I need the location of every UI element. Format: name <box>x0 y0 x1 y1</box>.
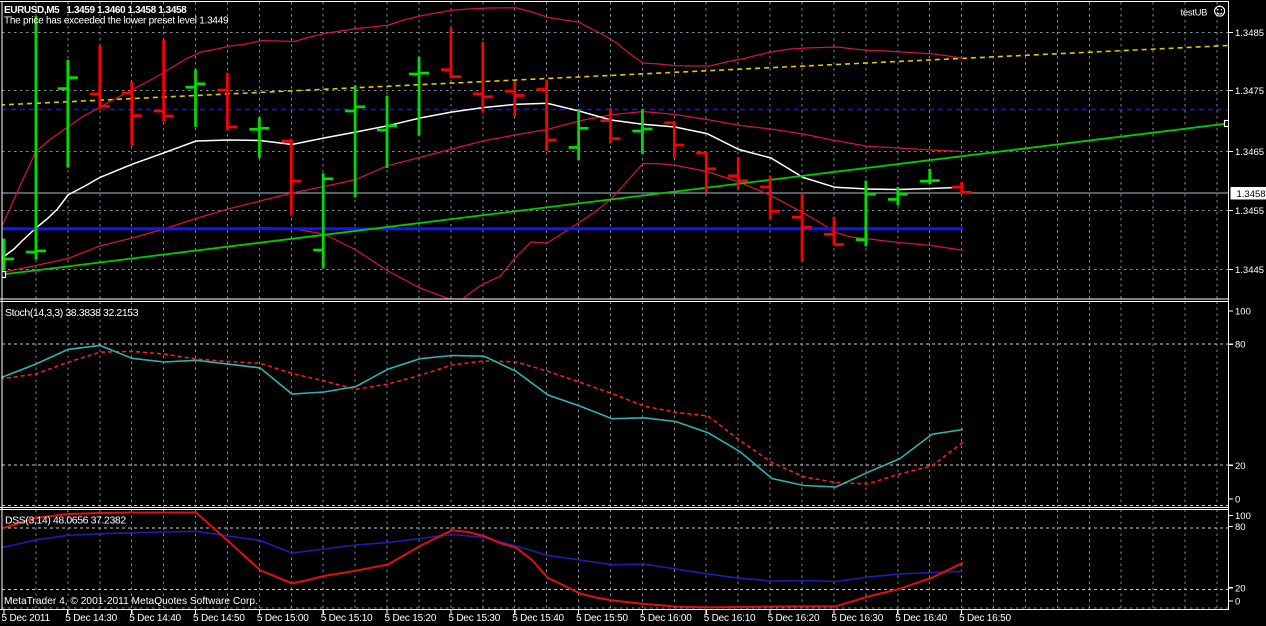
svg-text:testUB: testUB <box>1181 8 1208 19</box>
svg-text:5 Dec 15:40: 5 Dec 15:40 <box>512 613 564 624</box>
svg-text:1.3465: 1.3465 <box>1235 147 1264 158</box>
svg-text:5 Dec 15:30: 5 Dec 15:30 <box>448 613 500 624</box>
svg-text:5 Dec 15:00: 5 Dec 15:00 <box>257 613 309 624</box>
svg-text:100: 100 <box>1235 511 1251 522</box>
svg-text:MetaTrader 4, © 2001-2011 Meta: MetaTrader 4, © 2001-2011 MetaQuotes Sof… <box>4 596 258 607</box>
svg-text:1.3458: 1.3458 <box>1237 189 1266 200</box>
svg-text:5 Dec 14:40: 5 Dec 14:40 <box>129 613 181 624</box>
svg-text:1.3445: 1.3445 <box>1235 265 1264 276</box>
svg-text:5 Dec 16:10: 5 Dec 16:10 <box>704 613 756 624</box>
svg-text:1.3455: 1.3455 <box>1235 206 1264 217</box>
svg-text:20: 20 <box>1235 583 1246 594</box>
svg-text:5 Dec 15:10: 5 Dec 15:10 <box>321 613 373 624</box>
svg-text:5 Dec 14:50: 5 Dec 14:50 <box>193 613 245 624</box>
svg-text:5 Dec 16:20: 5 Dec 16:20 <box>768 613 820 624</box>
svg-text:0: 0 <box>1235 597 1240 608</box>
svg-text:Stoch(14,3,3) 38.3838 32.2153: Stoch(14,3,3) 38.3838 32.2153 <box>5 307 139 319</box>
svg-text:1.3475: 1.3475 <box>1235 86 1264 97</box>
svg-text:EURUSD,M5 1.3459 1.3460 1.34: EURUSD,M5 1.3459 1.3460 1.3458 1.3458 <box>4 5 187 16</box>
svg-text:80: 80 <box>1235 340 1246 351</box>
svg-text:5 Dec 16:50: 5 Dec 16:50 <box>959 613 1011 624</box>
svg-text:DSS(3,14) 48.0656 37.2382: DSS(3,14) 48.0656 37.2382 <box>5 514 126 526</box>
svg-text:5 Dec 16:00: 5 Dec 16:00 <box>640 613 692 624</box>
svg-text:5 Dec 16:30: 5 Dec 16:30 <box>831 613 883 624</box>
svg-text:1.3485: 1.3485 <box>1235 28 1264 39</box>
svg-text:5 Dec 2011: 5 Dec 2011 <box>2 613 51 624</box>
svg-text:20: 20 <box>1235 461 1246 472</box>
svg-text:100: 100 <box>1235 306 1251 317</box>
svg-text:The price has exceeded the low: The price has exceeded the lower preset … <box>4 16 229 27</box>
svg-text:5 Dec 15:20: 5 Dec 15:20 <box>385 613 437 624</box>
svg-text:5 Dec 16:40: 5 Dec 16:40 <box>895 613 947 624</box>
svg-text:5 Dec 15:50: 5 Dec 15:50 <box>576 613 628 624</box>
svg-text:80: 80 <box>1235 522 1246 533</box>
svg-text:5 Dec 14:30: 5 Dec 14:30 <box>65 613 117 624</box>
svg-text:0: 0 <box>1235 495 1240 506</box>
